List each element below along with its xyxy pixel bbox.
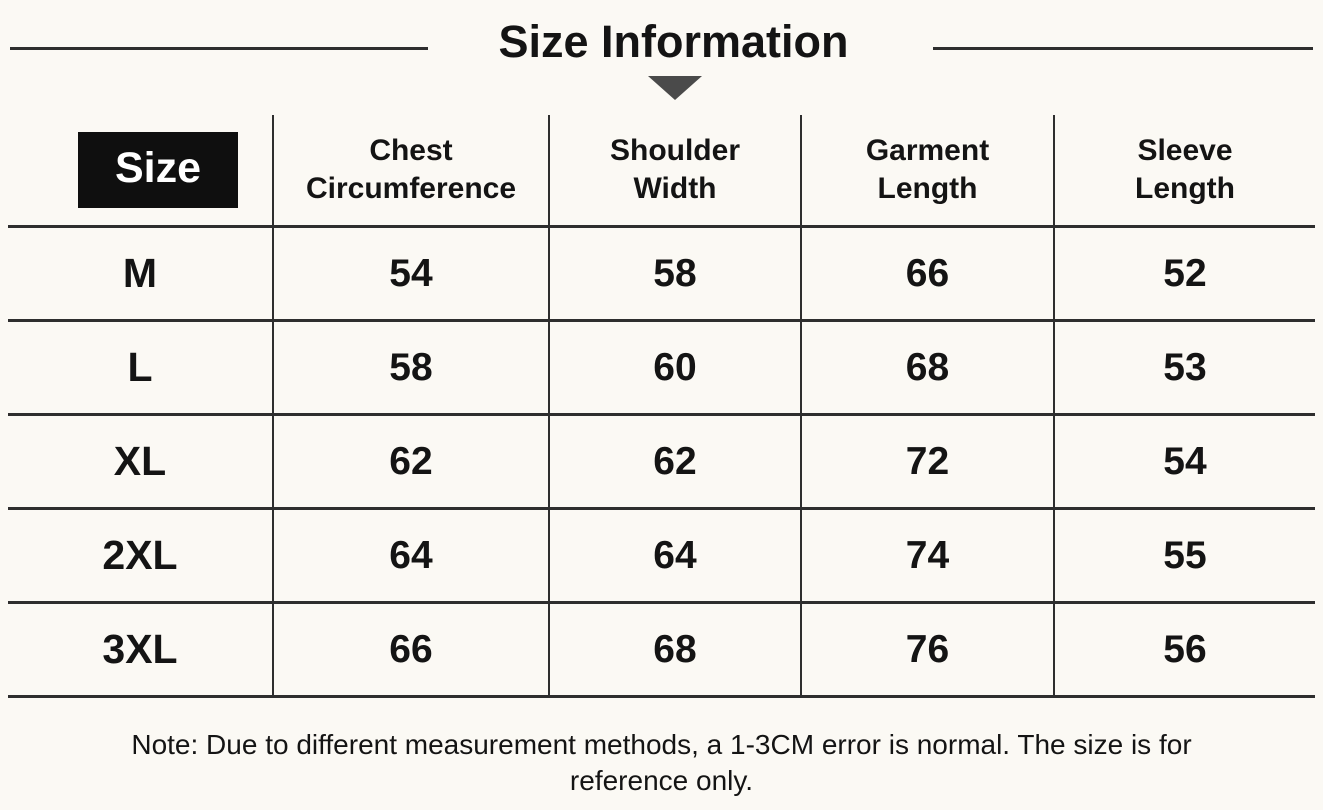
note-section: Note: Due to different measurement metho…: [0, 727, 1323, 799]
down-arrow-icon: [647, 76, 702, 100]
sleeve-value: 53: [1053, 322, 1315, 413]
header-cell-shoulder-width: Shoulder Width: [548, 115, 800, 225]
sleeve-value: 55: [1053, 510, 1315, 601]
chest-value: 66: [272, 604, 548, 695]
sleeve-value: 52: [1053, 228, 1315, 319]
header-line: Chest: [369, 134, 453, 167]
header-line: Sleeve: [1137, 134, 1233, 167]
shoulder-value: 58: [548, 228, 800, 319]
header-line: Length: [1135, 172, 1235, 205]
header-cell-chest-circumference: Chest Circumference: [272, 115, 548, 225]
size-label: 3XL: [102, 626, 178, 672]
table-row-2xl: 2XL 64 64 74 55: [8, 510, 1315, 604]
header-cell-size: Size: [8, 115, 272, 225]
header-line: Length: [877, 172, 978, 205]
chest-value: 54: [272, 228, 548, 319]
size-label: L: [127, 344, 153, 390]
garment-value: 76: [800, 604, 1053, 695]
garment-value: 72: [800, 416, 1053, 507]
size-label: XL: [113, 438, 167, 484]
title-rule-right: [933, 47, 1313, 50]
shoulder-value: 62: [548, 416, 800, 507]
sleeve-value: 54: [1053, 416, 1315, 507]
size-table: Size Chest Circumference Shoulder Width …: [8, 115, 1315, 698]
table-row-l: L 58 60 68 53: [8, 322, 1315, 416]
shoulder-value: 60: [548, 322, 800, 413]
chest-value: 58: [272, 322, 548, 413]
chest-value: 62: [272, 416, 548, 507]
header-line: Garment: [865, 134, 990, 167]
size-label: M: [122, 250, 158, 296]
size-header-badge: Size: [77, 132, 239, 208]
sleeve-value: 56: [1053, 604, 1315, 695]
shoulder-value: 68: [548, 604, 800, 695]
garment-value: 68: [800, 322, 1053, 413]
page-title: Size Information: [498, 16, 849, 67]
garment-value: 74: [800, 510, 1053, 601]
shoulder-value: 64: [548, 510, 800, 601]
header-line: Shoulder: [609, 134, 740, 167]
table-row-m: M 54 58 66 52: [8, 228, 1315, 322]
header-cell-garment-length: Garment Length: [800, 115, 1053, 225]
note-text: Note: Due to different measurement metho…: [131, 729, 1192, 796]
table-row-xl: XL 62 62 72 54: [8, 416, 1315, 510]
table-header-row: Size Chest Circumference Shoulder Width …: [8, 115, 1315, 228]
size-label: 2XL: [102, 532, 178, 578]
header-line: Width: [633, 172, 717, 205]
header-line: Circumference: [305, 172, 517, 205]
table-row-3xl: 3XL 66 68 76 56: [8, 604, 1315, 698]
chest-value: 64: [272, 510, 548, 601]
title-rule-left: [10, 47, 428, 50]
header-cell-sleeve-length: Sleeve Length: [1053, 115, 1315, 225]
garment-value: 66: [800, 228, 1053, 319]
